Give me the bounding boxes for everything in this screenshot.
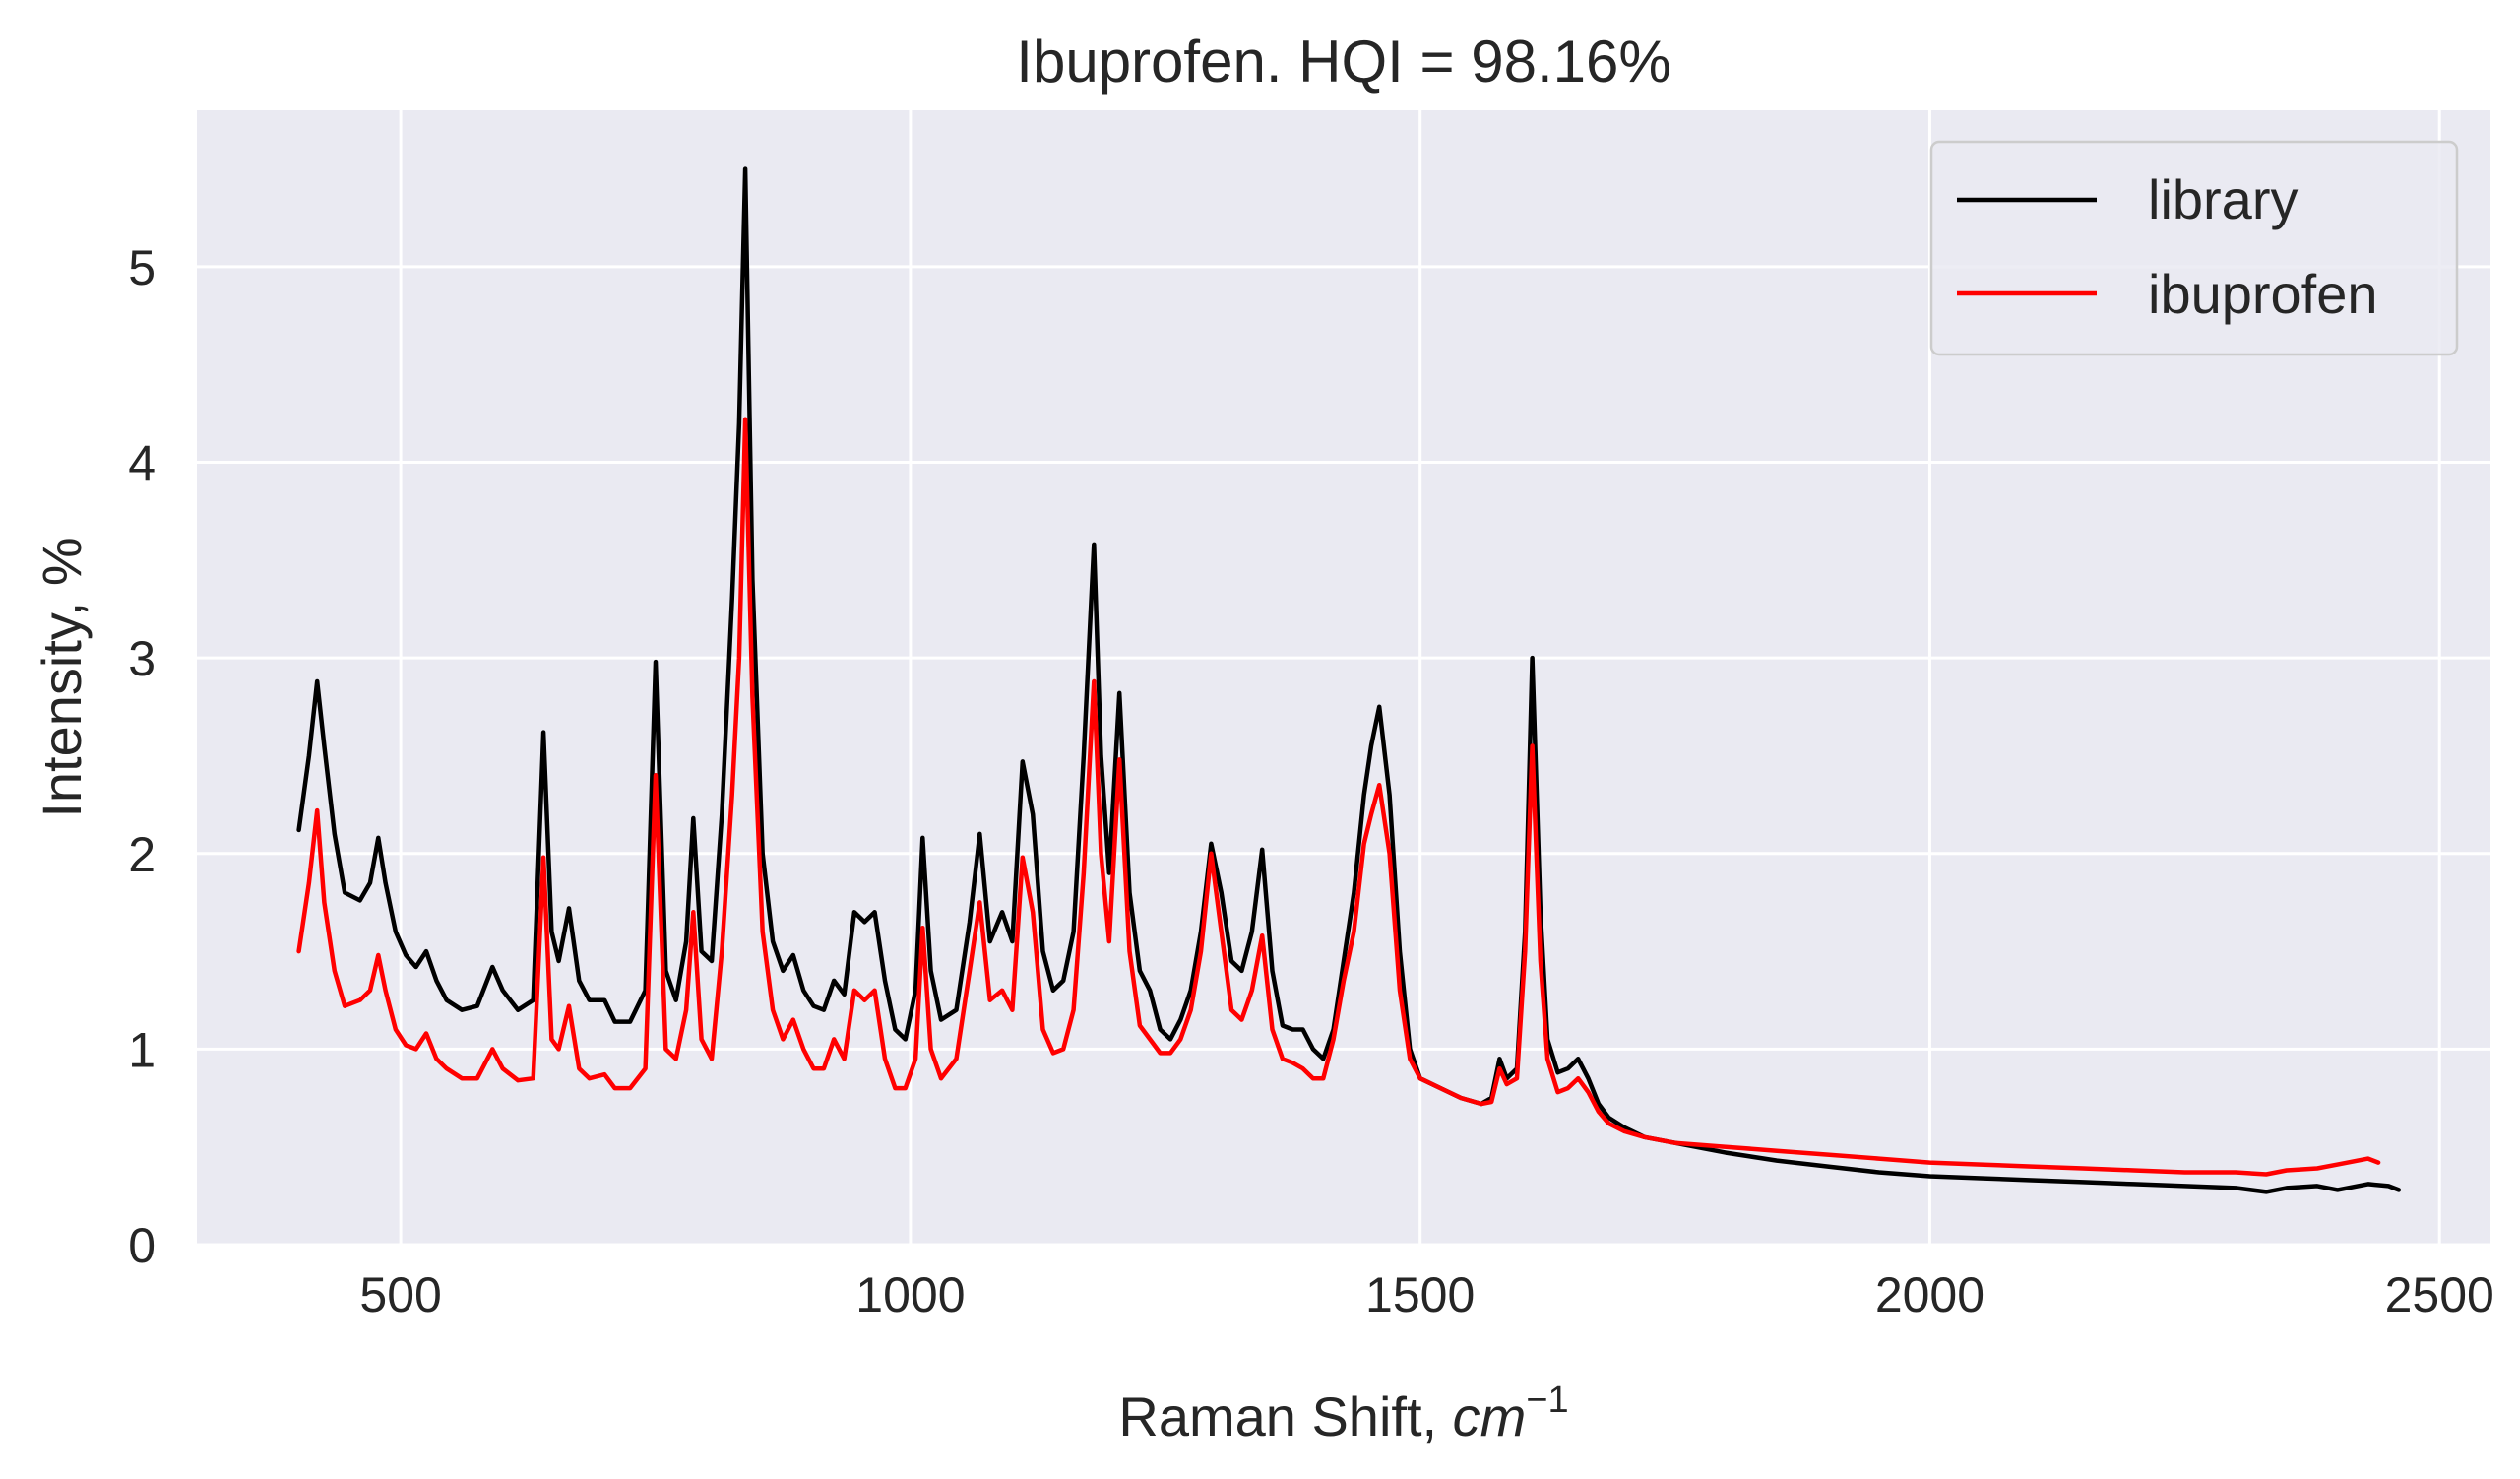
x-tick-label: 2000 — [1875, 1267, 1984, 1322]
y-tick-label: 3 — [128, 631, 156, 686]
x-tick-label: 1000 — [855, 1267, 965, 1322]
series-layer — [296, 166, 2402, 1194]
y-tick-label: 4 — [128, 436, 156, 491]
legend-label-ibuprofen: ibuprofen — [2148, 263, 2378, 325]
x-axis-label-unit: cm — [1453, 1385, 1527, 1447]
legend-box — [1929, 140, 2459, 356]
y-axis-label: Intensity, % — [31, 537, 93, 817]
x-tick-label: 500 — [359, 1267, 441, 1322]
series-line-ibuprofen — [296, 417, 2381, 1177]
x-axis-label: Raman Shift, cm−1 — [1118, 1380, 1568, 1447]
y-tick-label: 1 — [128, 1022, 156, 1077]
tick-labels: 500 1000 1500 2000 2500 0 1 2 3 4 5 — [128, 240, 2494, 1322]
chart-title: Ibuprofen. HQI = 98.16% — [1016, 29, 1670, 95]
x-axis-label-text: Raman Shift, — [1118, 1385, 1452, 1447]
y-tick-label: 5 — [128, 240, 156, 295]
legend: library ibuprofen — [1929, 140, 2459, 356]
legend-label-library: library — [2148, 168, 2298, 230]
x-tick-label: 1500 — [1365, 1267, 1475, 1322]
y-tick-label: 0 — [128, 1218, 156, 1273]
y-tick-label: 2 — [128, 827, 156, 882]
series-line-library — [296, 166, 2402, 1194]
x-axis-label-exponent: −1 — [1526, 1380, 1568, 1421]
x-tick-label: 2500 — [2385, 1267, 2494, 1322]
